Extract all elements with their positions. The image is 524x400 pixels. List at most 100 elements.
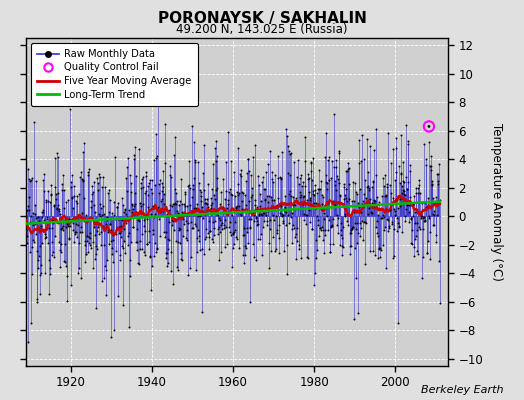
Point <box>374 233 382 240</box>
Point <box>390 212 399 218</box>
Point <box>304 176 312 182</box>
Point <box>178 201 186 207</box>
Point <box>57 240 66 247</box>
Point <box>70 231 79 238</box>
Point <box>243 170 252 176</box>
Point <box>233 203 242 209</box>
Point <box>189 182 198 188</box>
Point <box>377 215 386 221</box>
Point <box>64 223 73 229</box>
Point <box>301 134 309 140</box>
Point <box>166 163 174 169</box>
Point <box>411 190 420 196</box>
Point <box>319 236 327 243</box>
Point <box>214 226 223 232</box>
Point <box>69 227 77 234</box>
Point <box>227 212 236 218</box>
Point <box>176 198 184 204</box>
Point <box>108 232 117 238</box>
Point <box>369 248 377 254</box>
Point <box>97 242 105 249</box>
Point <box>419 254 428 260</box>
Point <box>325 216 333 223</box>
Point <box>197 198 205 204</box>
Point <box>83 249 92 255</box>
Point <box>366 142 375 149</box>
Point <box>418 275 426 281</box>
Point <box>209 239 217 245</box>
Point <box>286 151 294 157</box>
Point <box>118 242 126 249</box>
Point <box>79 178 87 184</box>
Point <box>180 200 188 207</box>
Point <box>266 217 275 224</box>
Point <box>321 226 330 233</box>
Point <box>222 159 230 166</box>
Point <box>383 192 391 199</box>
Point <box>218 220 226 226</box>
Point <box>61 259 69 265</box>
Point <box>187 219 195 225</box>
Point <box>268 176 277 182</box>
Point <box>163 246 172 252</box>
Point <box>282 209 290 215</box>
Point <box>72 193 81 199</box>
Point <box>132 200 140 207</box>
Point <box>120 226 128 233</box>
Point <box>203 200 211 207</box>
Point <box>226 232 235 239</box>
Point <box>26 213 35 219</box>
Point <box>193 248 201 255</box>
Point <box>237 172 246 179</box>
Point <box>143 241 151 248</box>
Point <box>114 229 123 236</box>
Point <box>312 200 320 206</box>
Point <box>426 229 434 235</box>
Point <box>215 224 224 230</box>
Point <box>179 216 187 222</box>
Point <box>215 228 224 235</box>
Point <box>47 181 56 188</box>
Point <box>359 204 367 210</box>
Point <box>217 222 225 229</box>
Point <box>358 197 367 204</box>
Point <box>199 170 208 176</box>
Point <box>194 159 202 165</box>
Point <box>234 245 243 252</box>
Point <box>23 233 31 239</box>
Point <box>336 192 344 198</box>
Point <box>320 154 329 160</box>
Point <box>346 251 354 257</box>
Point <box>245 168 253 174</box>
Point <box>100 275 108 281</box>
Point <box>168 222 177 228</box>
Point <box>36 272 45 278</box>
Point <box>435 198 443 204</box>
Point <box>413 220 421 226</box>
Point <box>145 180 153 186</box>
Point <box>54 201 62 208</box>
Point <box>187 254 195 260</box>
Point <box>156 233 165 239</box>
Point <box>128 202 137 208</box>
Point <box>23 240 31 246</box>
Point <box>379 212 388 218</box>
Point <box>225 189 233 196</box>
Point <box>374 212 382 218</box>
Point <box>379 227 388 233</box>
Point <box>179 233 188 240</box>
Point <box>151 249 160 256</box>
Point <box>278 149 286 155</box>
Point <box>23 207 31 214</box>
Point <box>168 217 176 223</box>
Text: Berkeley Earth: Berkeley Earth <box>421 385 503 395</box>
Point <box>67 184 75 190</box>
Point <box>138 176 146 182</box>
Point <box>103 217 111 223</box>
Point <box>74 265 83 271</box>
Point <box>399 178 408 185</box>
Point <box>92 243 101 249</box>
Point <box>161 121 169 127</box>
Point <box>93 228 101 234</box>
Point <box>267 205 275 212</box>
